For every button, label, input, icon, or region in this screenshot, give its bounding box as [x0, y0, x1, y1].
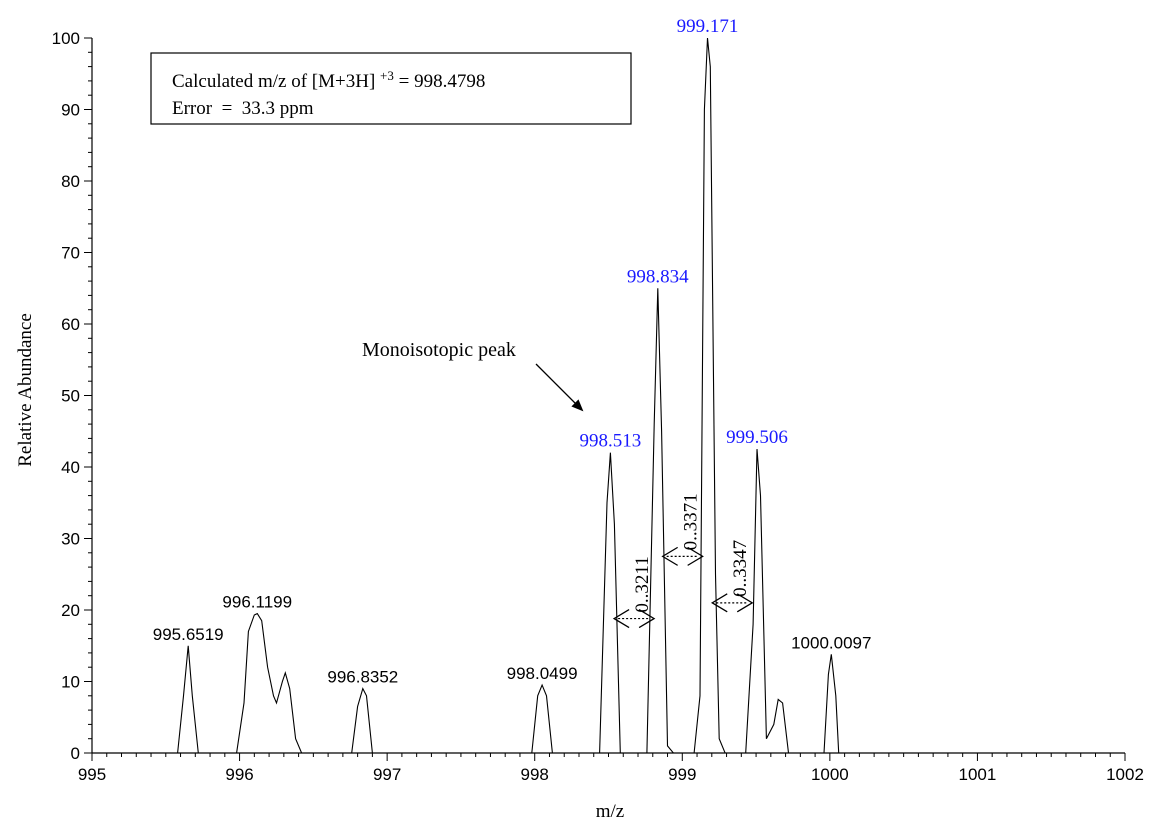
y-tick-label: 100 — [52, 29, 80, 48]
ticks-layer: 995 996 997 998 999 1000 1001 1002 0 10 20 30 40 50 60… — [52, 29, 1144, 784]
peak-label: 995.6519 — [153, 625, 224, 644]
y-tick-label: 30 — [61, 530, 80, 549]
delta-markers: 0..3211 0..3371 0..3347 — [612, 493, 754, 629]
x-axis-title: m/z — [596, 801, 625, 822]
y-tick-label: 80 — [61, 172, 80, 191]
x-tick-label: 997 — [373, 765, 401, 784]
y-tick-label: 50 — [61, 387, 80, 406]
info-line1-sup: +3 — [380, 68, 394, 83]
info-box-line2: Error = 33.3 ppm — [172, 98, 314, 119]
delta-marker: 0..3347 — [710, 540, 754, 613]
y-tick-label: 10 — [61, 673, 80, 692]
annotation-text: Monoisotopic peak — [362, 339, 516, 361]
peak-label: 998.513 — [580, 431, 642, 452]
x-tick-label: 995 — [78, 765, 106, 784]
y-tick-label: 0 — [71, 744, 80, 763]
peak-label: 999.171 — [677, 16, 739, 37]
x-tick-label: 1001 — [959, 765, 997, 784]
peak-label: 996.8352 — [327, 668, 398, 687]
delta-marker: 0..3371 — [661, 493, 704, 566]
info-line1-tail: = 998.4798 — [399, 71, 486, 92]
monoisotopic-annotation: Monoisotopic peak — [362, 339, 584, 412]
delta-marker: 0..3211 — [612, 556, 656, 629]
info-box-line1: Calculated m/z of [M+3H] +3 = 998.4798 — [172, 68, 485, 93]
delta-label: 0..3211 — [632, 556, 653, 612]
x-tick-label: 998 — [521, 765, 549, 784]
y-tick-label: 90 — [61, 101, 80, 120]
peak-label: 998.0499 — [507, 664, 578, 683]
y-axis-title: Relative Abundance — [15, 313, 36, 467]
peak-label: 999.506 — [726, 427, 788, 448]
y-tick-label: 70 — [61, 244, 80, 263]
x-tick-label: 999 — [668, 765, 696, 784]
y-tick-label: 60 — [61, 315, 80, 334]
info-box: Calculated m/z of [M+3H] +3 = 998.4798 E… — [150, 52, 632, 125]
peak-label: 1000.0097 — [791, 633, 871, 652]
x-tick-label: 996 — [225, 765, 253, 784]
x-tick-label: 1002 — [1106, 765, 1144, 784]
peak-label: 996.1199 — [222, 593, 292, 612]
delta-label: 0..3347 — [730, 540, 751, 597]
peak-label: 998.834 — [627, 266, 689, 287]
info-line1-main: Calculated m/z of [M+3H] — [172, 71, 375, 92]
peak-labels: 995.6519 996.1199 996.8352 998.0499 998.513 9… — [153, 16, 872, 687]
annotation-arrow — [535, 363, 584, 412]
spectrum-trace — [92, 37, 1125, 754]
y-tick-label: 40 — [61, 458, 80, 477]
delta-label: 0..3371 — [681, 493, 702, 550]
y-tick-label: 20 — [61, 601, 80, 620]
x-tick-label: 1000 — [811, 765, 849, 784]
